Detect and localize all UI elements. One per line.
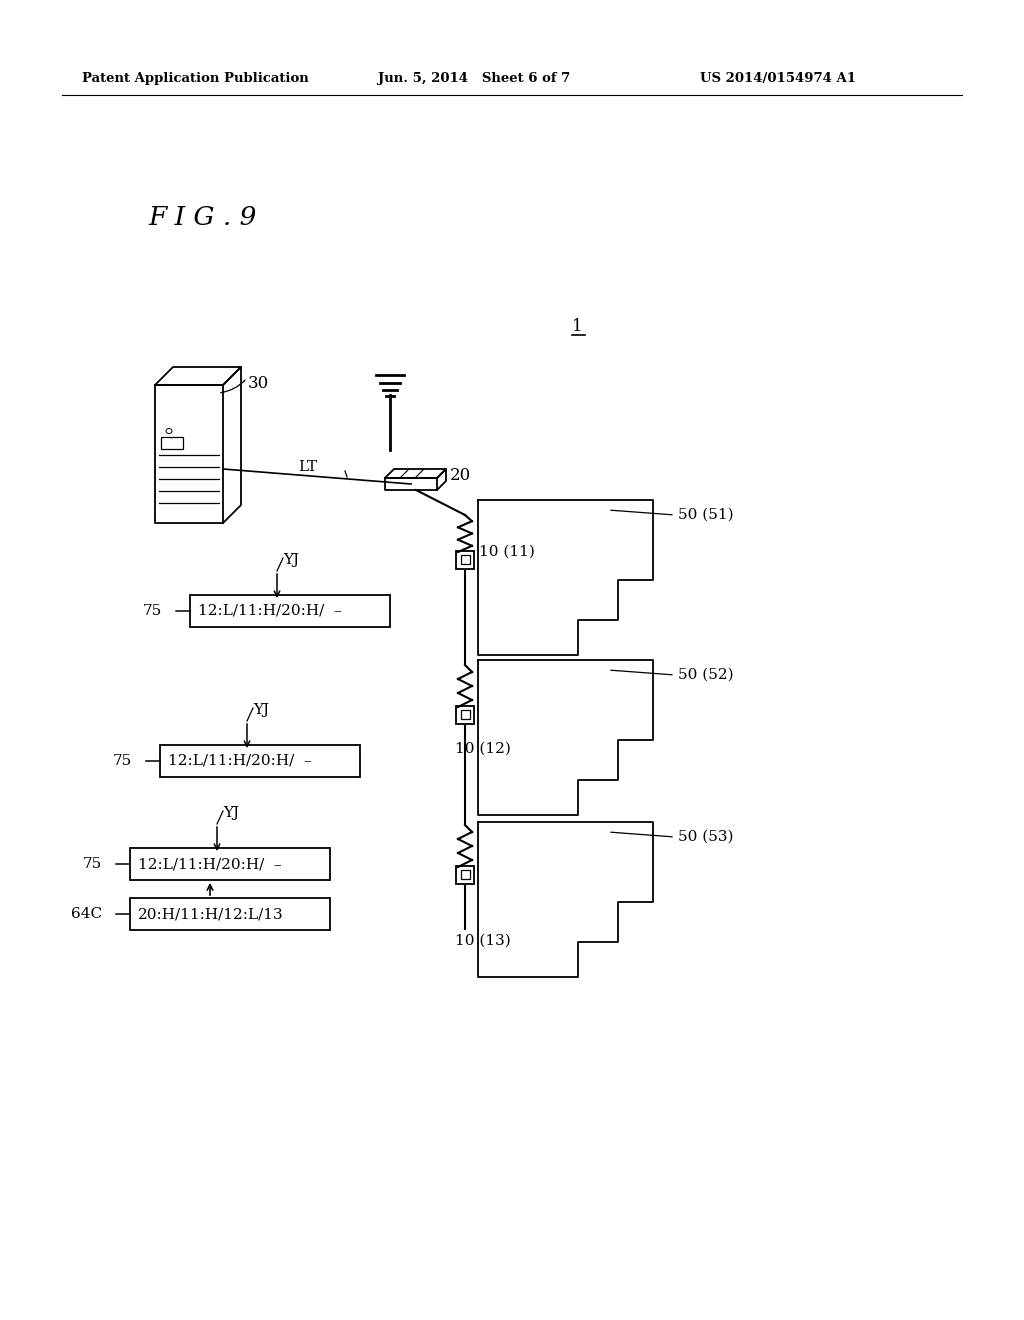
Bar [461,710,470,719]
Text: 12:L/11:H/20:H/  –: 12:L/11:H/20:H/ – [168,754,311,768]
Text: 20:H/11:H/12:L/13: 20:H/11:H/12:L/13 [138,907,284,921]
Text: F I G . 9: F I G . 9 [148,205,256,230]
Bar [130,898,330,931]
Bar [161,437,183,449]
Text: 50 (53): 50 (53) [678,830,733,843]
Bar [456,866,474,884]
Text: 12:L/11:H/20:H/  –: 12:L/11:H/20:H/ – [138,857,282,871]
Bar [456,550,474,569]
Text: YJ: YJ [253,704,269,717]
Text: 75: 75 [113,754,132,768]
Text: Jun. 5, 2014   Sheet 6 of 7: Jun. 5, 2014 Sheet 6 of 7 [378,73,570,84]
Text: 1: 1 [572,318,583,335]
Bar [456,706,474,723]
Bar [160,744,360,777]
Ellipse shape [166,429,172,433]
Text: 10 (12): 10 (12) [455,742,511,756]
Bar [461,870,470,879]
Text: 64C: 64C [71,907,102,921]
Text: 75: 75 [142,605,162,618]
Text: 50 (51): 50 (51) [678,508,733,521]
Text: US 2014/0154974 A1: US 2014/0154974 A1 [700,73,856,84]
Text: 20: 20 [450,467,471,484]
Text: Patent Application Publication: Patent Application Publication [82,73,309,84]
Text: 10 (13): 10 (13) [455,935,511,948]
Text: YJ: YJ [223,807,240,820]
Bar [461,554,470,564]
Text: 50 (52): 50 (52) [678,668,733,682]
Text: 30: 30 [248,375,269,392]
Bar [130,847,330,880]
Text: 12:L/11:H/20:H/  –: 12:L/11:H/20:H/ – [198,605,342,618]
Text: LT: LT [298,459,317,474]
Text: YJ: YJ [283,553,299,568]
Text: 75: 75 [83,857,102,871]
Text: 10 (11): 10 (11) [479,545,535,558]
Bar [190,595,390,627]
